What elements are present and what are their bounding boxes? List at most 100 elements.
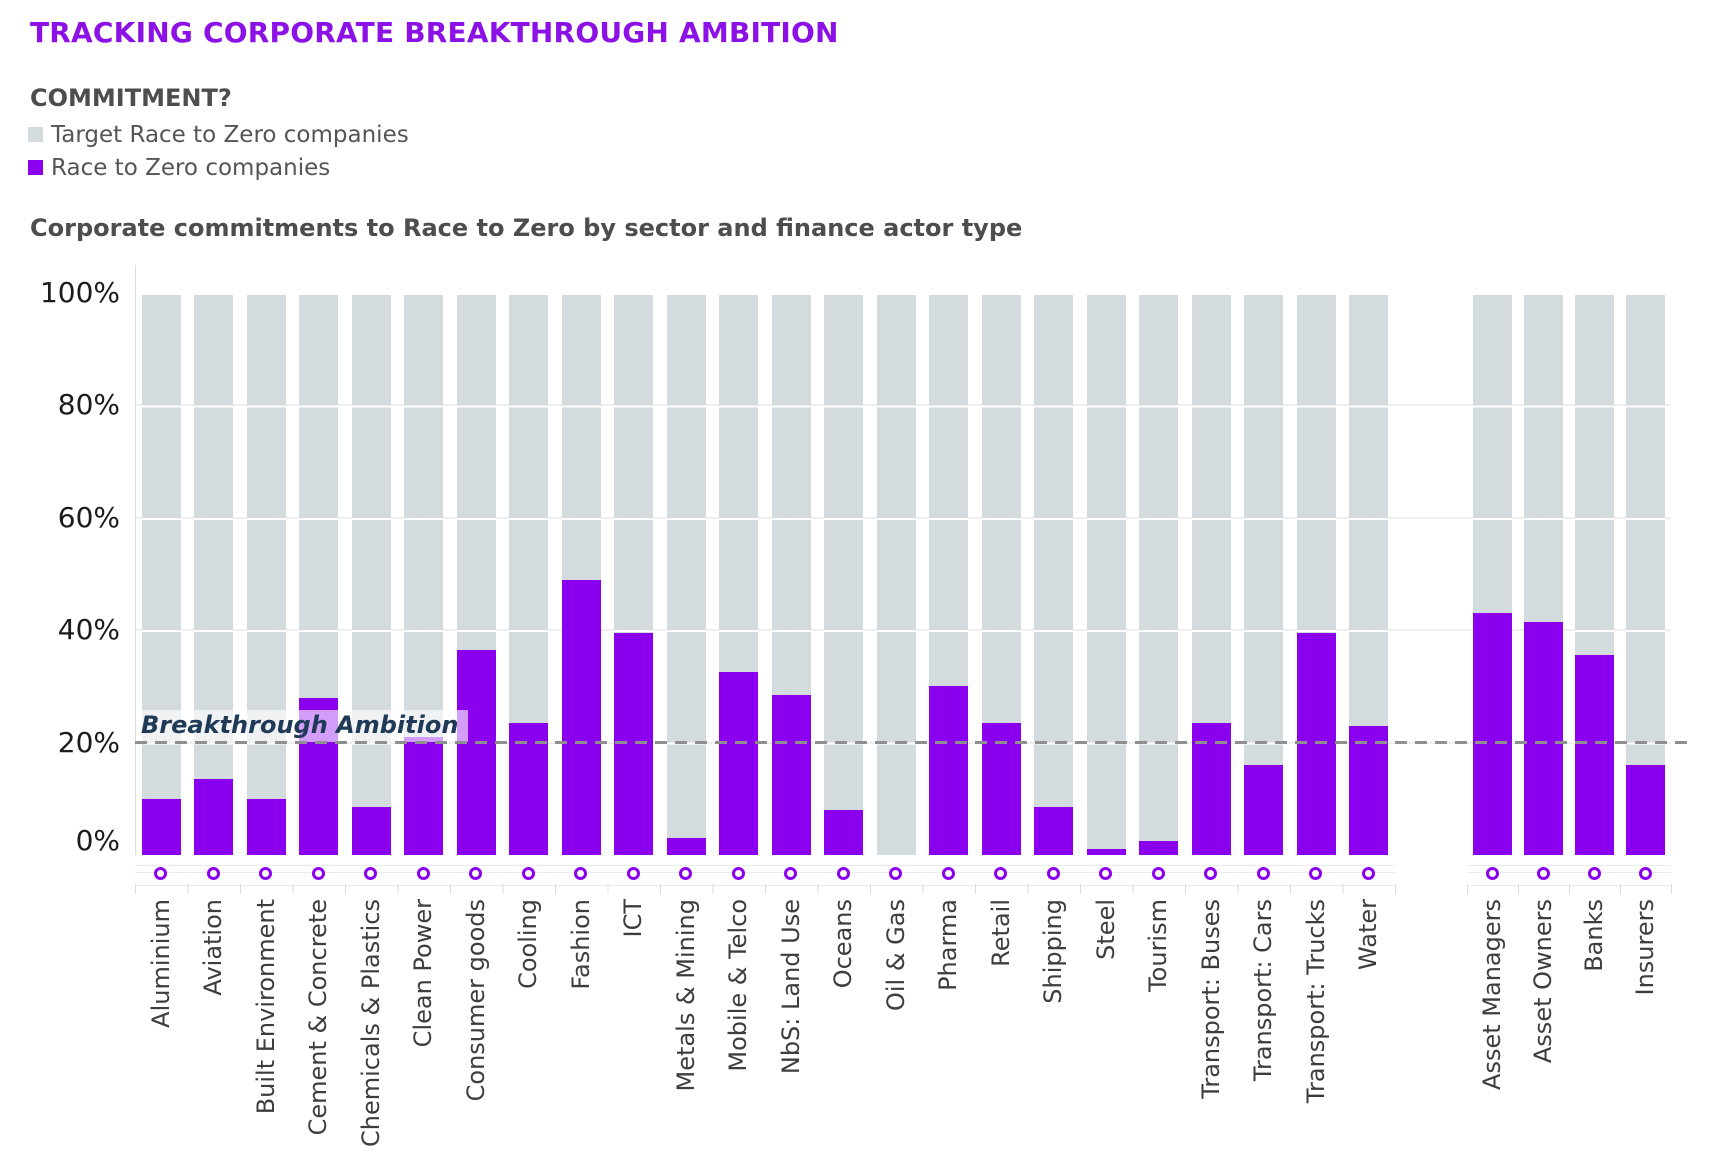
category-ring-icon <box>1256 867 1270 880</box>
y-axis-line <box>135 265 136 855</box>
race-to-zero-bar <box>666 838 706 855</box>
x-axis-label: Asset Owners <box>1529 899 1557 1064</box>
y-axis-label: 60% <box>57 500 120 534</box>
x-axis-label: Shipping <box>1039 899 1068 1004</box>
category-ring-icon <box>784 867 798 880</box>
x-axis-label: ICT <box>619 899 648 938</box>
race-to-zero-bar <box>1575 655 1614 855</box>
y-axis-label: 100% <box>39 276 120 309</box>
race-to-zero-bar <box>771 694 811 855</box>
x-axis-label: Aluminium <box>146 899 175 1028</box>
race-to-zero-bar <box>561 579 601 855</box>
race-to-zero-bar <box>1086 849 1126 855</box>
category-ring-icon <box>1046 867 1060 880</box>
category-ring-icon <box>1361 867 1375 880</box>
target-bar <box>1139 293 1179 855</box>
category-tick-strip <box>135 884 1396 894</box>
category-ring-icon <box>1099 867 1113 880</box>
category-ring-icon <box>941 867 955 880</box>
x-axis-label: Oceans <box>829 899 858 989</box>
y-axis-label: 20% <box>57 725 120 759</box>
target-bar <box>246 293 286 855</box>
race-to-zero-bar <box>1296 633 1336 855</box>
race-to-zero-bar <box>1524 621 1563 855</box>
race-to-zero-bar <box>1244 765 1284 855</box>
x-axis-label: Oil & Gas <box>881 899 910 1012</box>
race-to-zero-bar <box>404 736 444 855</box>
category-ring-icon <box>1309 867 1323 880</box>
category-ring-icon <box>889 867 903 880</box>
x-axis-label: Fashion <box>566 899 595 990</box>
target-bar <box>1034 293 1074 855</box>
category-ring-icon <box>1151 867 1165 880</box>
race-to-zero-bar <box>1626 765 1665 855</box>
category-ring-icon <box>259 867 273 880</box>
x-axis-label: Consumer goods <box>461 899 490 1102</box>
race-to-zero-bar <box>246 798 286 855</box>
race-to-zero-bar <box>1191 722 1231 855</box>
x-axis-label: Chemicals & Plastics <box>356 899 385 1147</box>
x-axis-label: Aviation <box>199 899 228 996</box>
category-ring-icon <box>836 867 850 880</box>
race-to-zero-bar <box>351 807 391 855</box>
category-tick-strip <box>1467 884 1672 894</box>
race-to-zero-bar <box>141 798 181 855</box>
category-ring-icon <box>626 867 640 880</box>
category-ring-icon <box>311 867 325 880</box>
category-ring-icon <box>1485 867 1499 880</box>
target-bar <box>1086 293 1126 855</box>
legend-swatch-target <box>28 127 43 142</box>
race-to-zero-bar <box>456 649 496 855</box>
target-bar <box>824 293 864 855</box>
legend: Target Race to Zero companies Race to Ze… <box>28 118 409 184</box>
category-ring-icon <box>574 867 588 880</box>
x-axis-label: Insurers <box>1631 899 1659 996</box>
category-ring-icon <box>731 867 745 880</box>
race-to-zero-bar <box>509 722 549 855</box>
x-axis-label: Water <box>1354 899 1383 970</box>
category-ring-icon <box>469 867 483 880</box>
x-axis-label: Transport: Cars <box>1249 899 1278 1082</box>
target-bar <box>876 293 916 855</box>
y-axis-label: 0% <box>75 824 120 857</box>
category-ring-icon <box>154 867 168 880</box>
category-ring-icon <box>1587 867 1601 880</box>
x-axis-label: Banks <box>1580 899 1608 972</box>
x-axis-label: Clean Power <box>409 899 438 1048</box>
x-axis-label: Metals & Mining <box>671 899 700 1092</box>
target-bar <box>351 293 391 855</box>
y-axis-label: 40% <box>57 613 120 647</box>
x-axis-label: Retail <box>986 899 1015 967</box>
legend-label-target: Target Race to Zero companies <box>51 121 409 148</box>
category-ring-icon <box>679 867 693 880</box>
category-ring-icon <box>1536 867 1550 880</box>
race-to-zero-bar <box>1349 725 1389 855</box>
x-axis-label: Transport: Trucks <box>1301 899 1330 1104</box>
x-axis-label: NbS: Land Use <box>776 899 805 1075</box>
race-to-zero-bar <box>719 672 759 855</box>
category-ring-icon <box>1638 867 1652 880</box>
race-to-zero-bar <box>929 686 969 855</box>
x-axis-label: Built Environment <box>251 899 280 1115</box>
page-title: TRACKING CORPORATE BREAKTHROUGH AMBITION <box>30 16 839 49</box>
race-to-zero-bar <box>1139 840 1179 855</box>
race-to-zero-bar <box>824 810 864 855</box>
race-to-zero-bar <box>1034 807 1074 855</box>
race-to-zero-bar <box>981 722 1021 855</box>
race-to-zero-bar <box>614 633 654 855</box>
legend-label-race-to-zero: Race to Zero companies <box>51 154 331 181</box>
category-ring-icon <box>1204 867 1218 880</box>
race-to-zero-bar <box>1473 613 1512 855</box>
x-axis-label: Steel <box>1091 899 1120 960</box>
target-bar <box>1244 293 1284 855</box>
x-axis-label: Pharma <box>934 899 963 991</box>
x-axis-label: Mobile & Telco <box>724 899 753 1072</box>
target-bar <box>194 293 234 855</box>
legend-item-target: Target Race to Zero companies <box>28 118 409 151</box>
breakthrough-ambition-label: Breakthrough Ambition <box>137 709 469 742</box>
legend-item-race-to-zero: Race to Zero companies <box>28 151 409 184</box>
target-bar <box>666 293 706 855</box>
x-axis-label: Tourism <box>1144 899 1173 992</box>
race-to-zero-bar <box>194 779 234 855</box>
